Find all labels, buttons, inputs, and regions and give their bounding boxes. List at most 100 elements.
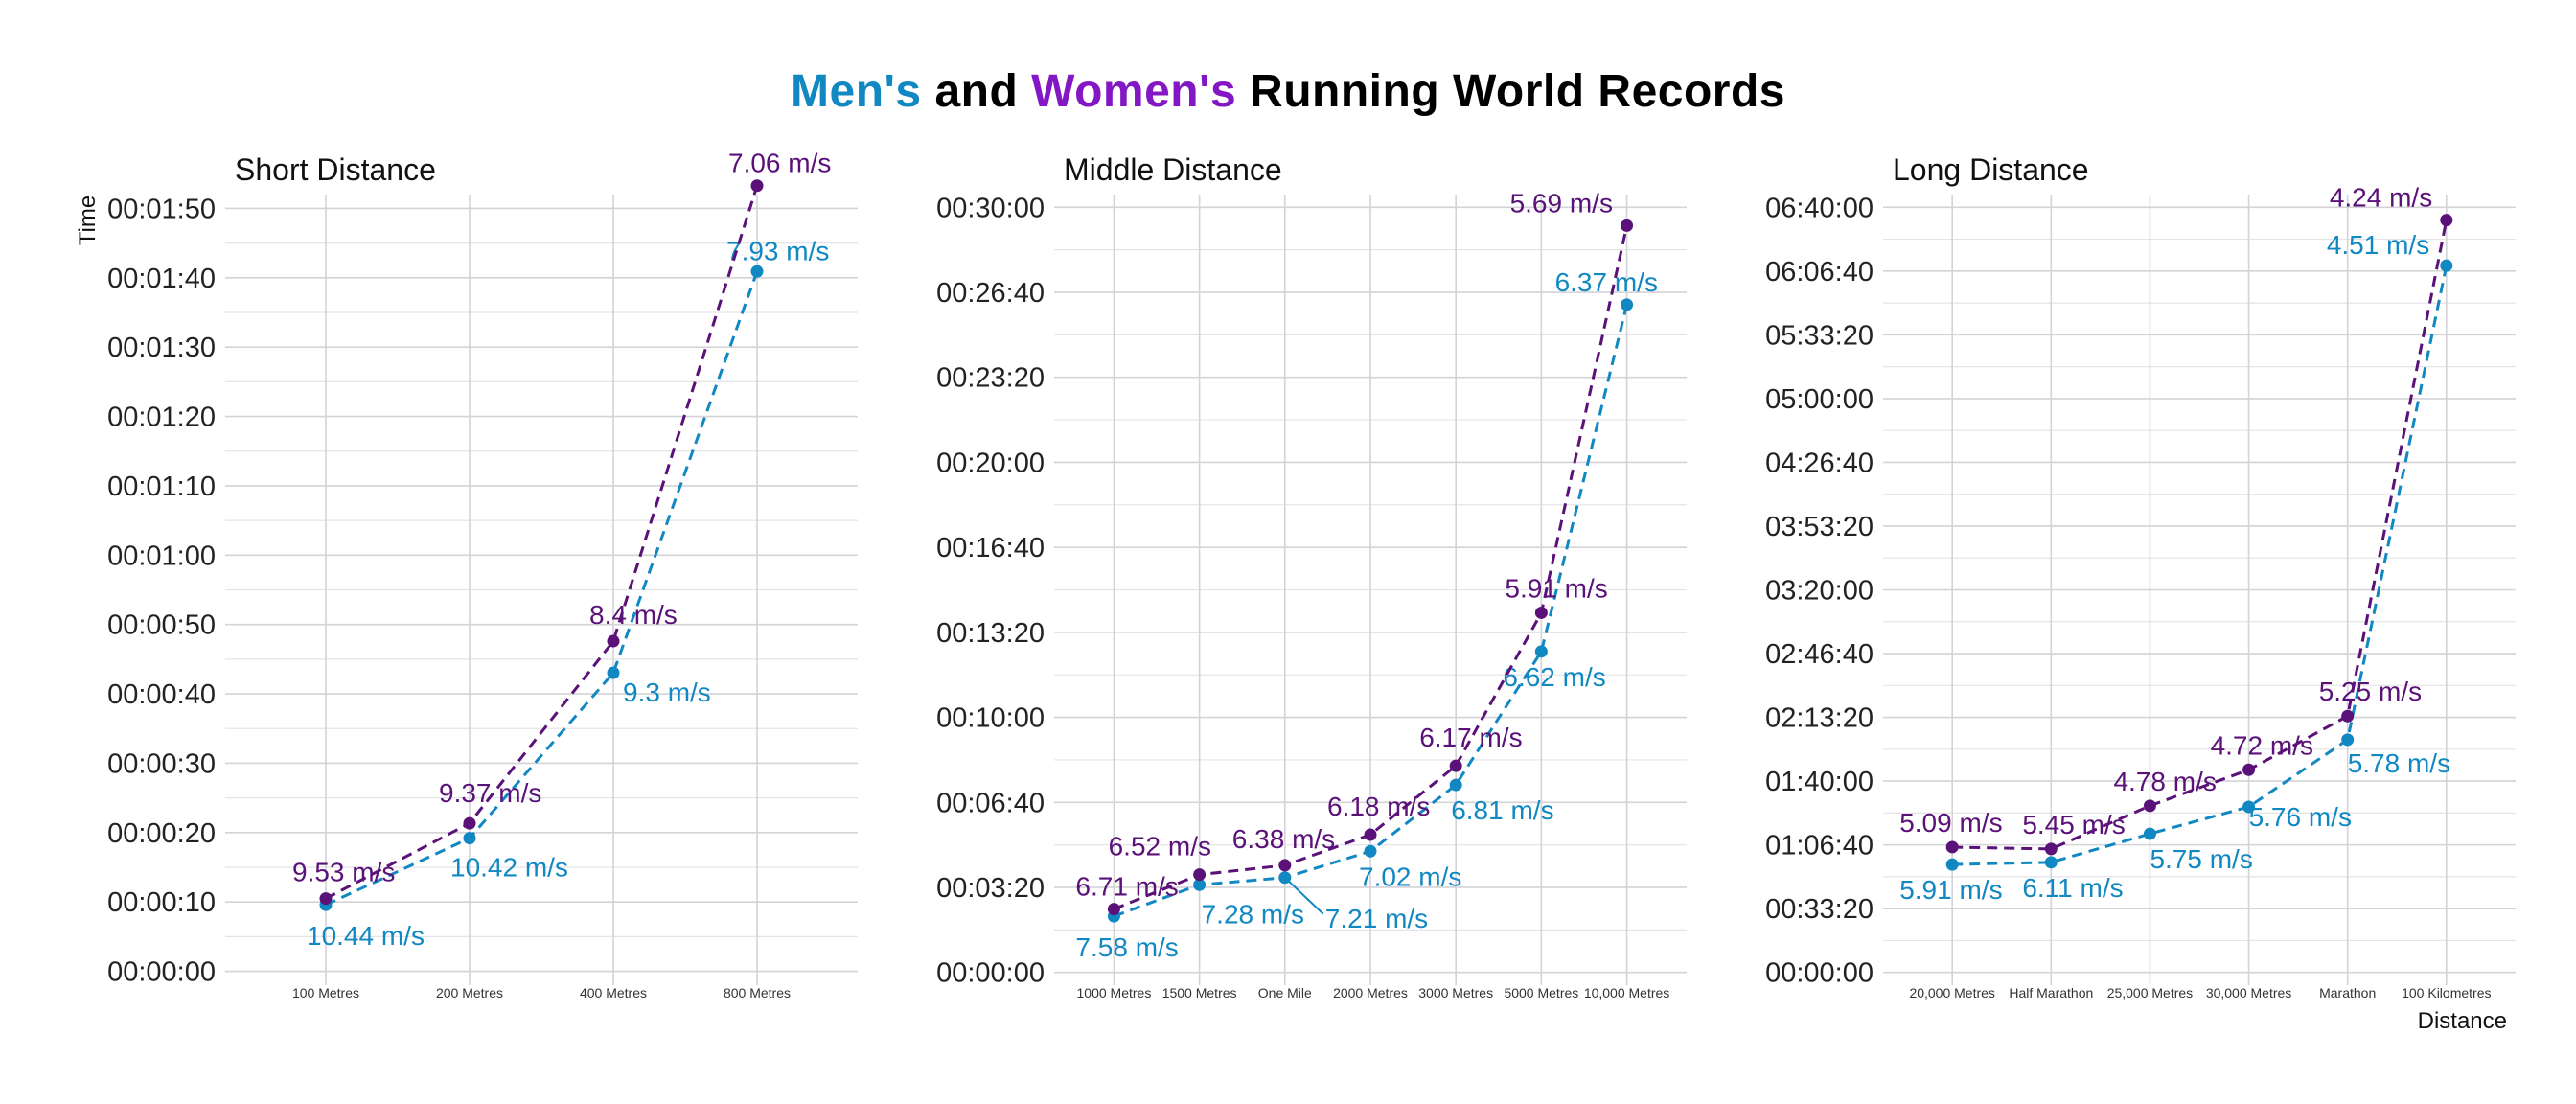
mens-point: [2143, 827, 2156, 840]
womens-point: [2440, 214, 2453, 227]
x-tick-label: 25,000 Metres: [2107, 985, 2194, 1000]
womens-data-label: 7.06 m/s: [728, 149, 831, 178]
womens-point: [1193, 868, 1207, 882]
mens-point: [1621, 298, 1634, 311]
womens-point: [1364, 828, 1377, 841]
y-tick-label: 00:00:50: [107, 610, 216, 641]
womens-point: [1449, 759, 1462, 772]
y-tick-label: 00:20:00: [936, 448, 1045, 478]
womens-data-label: 6.71 m/s: [1075, 872, 1178, 902]
y-tick-label: 00:01:00: [107, 540, 216, 571]
womens-point: [2341, 709, 2355, 723]
x-tick-label: 100 Kilometres: [2402, 985, 2491, 1000]
x-tick-label: 800 Metres: [724, 985, 791, 1000]
mens-point: [1449, 778, 1462, 792]
y-tick-label: 00:10:00: [936, 703, 1045, 734]
x-tick-label: 10,000 Metres: [1584, 985, 1670, 1000]
mens-point: [463, 832, 476, 845]
womens-data-label: 5.09 m/s: [1899, 808, 2002, 838]
y-tick-label: 03:20:00: [1765, 576, 1874, 607]
mens-data-label: 7.21 m/s: [1325, 904, 1428, 933]
x-tick-label: 400 Metres: [580, 985, 647, 1000]
womens-data-label: 4.24 m/s: [2330, 183, 2432, 213]
panel-title: Short Distance: [235, 152, 436, 187]
mens-data-label: 7.93 m/s: [726, 236, 829, 265]
x-tick-label: 20,000 Metres: [1909, 985, 1995, 1000]
mens-point: [2341, 733, 2355, 747]
mens-data-label: 9.3 m/s: [623, 678, 711, 707]
womens-series-line: [1952, 219, 2449, 851]
womens-data-label: 9.37 m/s: [439, 778, 541, 808]
y-tick-label: 00:16:40: [936, 533, 1045, 564]
mens-data-label: 6.81 m/s: [1451, 795, 1553, 825]
womens-data-label: 6.52 m/s: [1109, 832, 1211, 862]
panel-1: 00:00:00 00:00:10 00:00:20 00:00:30 00:00:40…: [107, 149, 858, 1000]
mens-point: [1534, 645, 1548, 658]
mens-data-label: 5.75 m/s: [2150, 844, 2252, 874]
x-tick-label: 1500 Metres: [1162, 985, 1237, 1000]
womens-data-label: 6.18 m/s: [1327, 792, 1430, 821]
womens-data-label: 5.91 m/s: [1505, 573, 1607, 603]
womens-data-label: 6.17 m/s: [1419, 723, 1522, 752]
x-tick-label: Half Marathon: [2009, 985, 2093, 1000]
x-tick-label: 5000 Metres: [1504, 985, 1578, 1000]
womens-data-label: 4.78 m/s: [2113, 767, 2216, 796]
y-tick-label: 00:01:30: [107, 333, 216, 363]
y-tick-label: 00:00:30: [107, 748, 216, 779]
mens-series-line: [325, 270, 759, 907]
mens-point: [750, 264, 764, 278]
womens-point: [1945, 840, 1959, 854]
y-tick-label: 01:40:00: [1765, 767, 1874, 797]
y-tick-label: 00:06:40: [936, 788, 1045, 818]
womens-point: [319, 892, 333, 906]
y-tick-label: 00:00:10: [107, 887, 216, 918]
y-tick-label: 00:00:00: [1765, 958, 1874, 989]
panel-title: Middle Distance: [1064, 152, 1282, 187]
x-tick-label: 3000 Metres: [1418, 985, 1493, 1000]
mens-point: [1364, 844, 1377, 858]
y-tick-label: 00:23:20: [936, 363, 1045, 394]
mens-data-label: 5.78 m/s: [2348, 748, 2450, 778]
y-tick-label: 00:33:20: [1765, 894, 1874, 925]
panel-title: Long Distance: [1893, 152, 2089, 187]
y-tick-label: 02:46:40: [1765, 639, 1874, 670]
womens-point: [607, 634, 620, 648]
womens-point: [463, 816, 476, 830]
womens-point: [750, 179, 764, 193]
womens-data-label: 4.72 m/s: [2211, 730, 2313, 760]
mens-series-line: [1952, 264, 2449, 866]
y-tick-label: 00:01:50: [107, 194, 216, 224]
y-tick-label: 00:01:40: [107, 264, 216, 294]
womens-data-label: 8.4 m/s: [589, 600, 678, 630]
womens-point: [2143, 799, 2156, 813]
x-tick-label: 200 Metres: [436, 985, 503, 1000]
womens-data-label: 5.45 m/s: [2022, 810, 2125, 840]
womens-point: [1621, 218, 1634, 232]
womens-point: [1534, 606, 1548, 619]
womens-point: [2044, 842, 2058, 856]
mens-point: [1193, 878, 1207, 891]
mens-point: [2440, 259, 2453, 272]
y-tick-label: 00:03:20: [936, 873, 1045, 904]
y-axis-label: Time: [75, 196, 101, 245]
x-axis-label: Distance: [2418, 1008, 2507, 1034]
x-tick-label: 2000 Metres: [1333, 985, 1408, 1000]
mens-data-label: 6.11 m/s: [2022, 873, 2123, 903]
mens-data-label: 4.51 m/s: [2327, 230, 2429, 260]
panel-2: 00:00:00 00:03:20 00:06:40 00:10:00 00:13:20…: [936, 152, 1687, 1000]
y-tick-label: 00:13:20: [936, 618, 1045, 649]
chart-title: Men's and Women's Running World Records: [0, 65, 2576, 118]
y-tick-label: 06:40:00: [1765, 193, 1874, 223]
x-tick-label: 1000 Metres: [1077, 985, 1152, 1000]
womens-series-line: [325, 185, 759, 900]
y-tick-label: 00:30:00: [936, 193, 1045, 223]
womens-data-label: 9.53 m/s: [292, 858, 395, 887]
womens-point: [1278, 859, 1292, 872]
title-women: Women's: [1031, 66, 1237, 117]
womens-point: [1107, 903, 1120, 916]
mens-data-label: 7.02 m/s: [1359, 862, 1461, 891]
y-tick-label: 05:00:00: [1765, 384, 1874, 415]
mens-data-label: 5.91 m/s: [1899, 875, 2002, 905]
mens-data-label: 6.62 m/s: [1503, 662, 1605, 692]
